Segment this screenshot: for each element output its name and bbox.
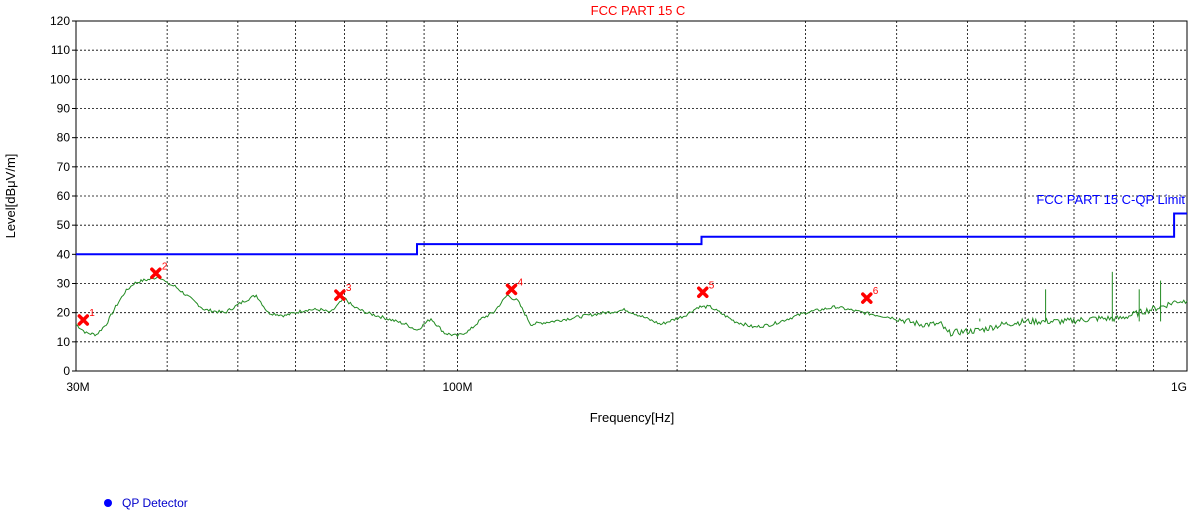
marker-label: 2 xyxy=(162,261,168,272)
y-tick-label: 30 xyxy=(57,277,71,291)
y-tick-label: 110 xyxy=(51,43,70,57)
marker-cross xyxy=(77,314,90,326)
marker-cross xyxy=(334,289,346,301)
marker-label: 4 xyxy=(518,277,524,288)
y-tick-label: 0 xyxy=(63,364,70,378)
x-axis-ticks: 30M 100M 1G xyxy=(66,380,1187,394)
marker-cross xyxy=(505,283,518,296)
chart-title: FCC PART 15 C xyxy=(591,3,686,18)
chart-grid xyxy=(75,20,1188,372)
y-tick-label: 40 xyxy=(57,247,71,261)
marker-label: 5 xyxy=(709,280,715,291)
marker-cross xyxy=(150,267,162,280)
y-tick-label: 50 xyxy=(57,218,71,232)
marker-cross xyxy=(861,292,873,304)
y-tick-label: 120 xyxy=(50,14,70,28)
y-tick-label: 20 xyxy=(57,306,71,320)
limit-line-label: FCC PART 15 C-QP Limit xyxy=(1036,192,1185,207)
peak-marker: 3 xyxy=(334,283,352,301)
limit-line xyxy=(76,212,1187,256)
y-tick-label: 100 xyxy=(50,72,70,86)
marker-cross xyxy=(697,286,709,298)
y-axis-label: Level[dBμV/m] xyxy=(3,154,18,239)
y-tick-label: 70 xyxy=(57,160,71,174)
marker-label: 1 xyxy=(89,308,95,319)
peak-marker: 1 xyxy=(77,308,95,326)
y-axis-ticks: 0 10 20 30 40 50 60 70 80 90 100 110 120 xyxy=(50,14,76,378)
x-tick-label: 30M xyxy=(66,380,89,394)
y-tick-label: 60 xyxy=(57,189,71,203)
peak-marker: 2 xyxy=(150,261,168,280)
peak-marker: 6 xyxy=(861,286,879,304)
marker-label: 3 xyxy=(346,283,352,294)
x-tick-label: 100M xyxy=(442,380,472,394)
marker-label: 6 xyxy=(873,286,879,297)
x-tick-label: 1G xyxy=(1171,380,1187,394)
legend-label: QP Detector xyxy=(122,496,188,510)
chart-series xyxy=(75,212,1188,338)
x-axis-label: Frequency[Hz] xyxy=(590,410,675,425)
legend: QP Detector xyxy=(104,496,188,510)
peak-marker: 5 xyxy=(697,280,715,298)
y-tick-label: 90 xyxy=(57,102,71,116)
peak-markers: 1 2 3 4 5 6 xyxy=(77,261,879,326)
measurement-trace xyxy=(75,276,1188,338)
peak-marker: 4 xyxy=(505,277,524,296)
legend-dot-icon xyxy=(104,499,112,507)
y-tick-label: 10 xyxy=(57,335,71,349)
y-tick-label: 80 xyxy=(57,131,71,145)
